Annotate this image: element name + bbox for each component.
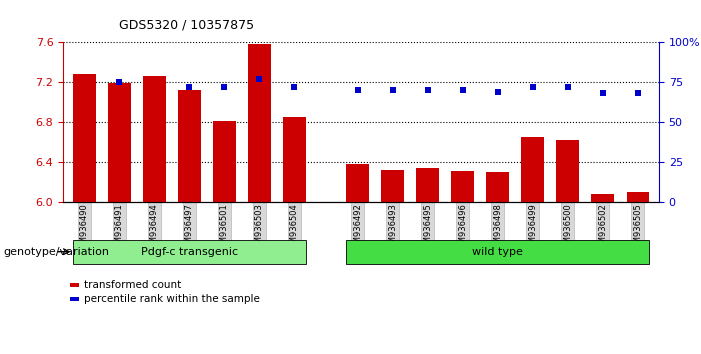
Text: Pdgf-c transgenic: Pdgf-c transgenic (141, 247, 238, 257)
Text: GDS5320 / 10357875: GDS5320 / 10357875 (119, 19, 254, 32)
Bar (627, 192, 649, 202)
Bar (143, 76, 165, 202)
Bar (451, 171, 474, 202)
Text: wild type: wild type (472, 247, 523, 257)
Bar (486, 172, 509, 202)
Bar (178, 90, 200, 202)
Bar (283, 117, 306, 202)
Bar (381, 170, 404, 202)
Bar (557, 140, 579, 202)
Bar (522, 137, 544, 202)
Bar (213, 121, 236, 202)
Bar (73, 74, 95, 202)
Bar (346, 164, 369, 202)
Bar (416, 168, 439, 202)
Bar (108, 83, 130, 202)
Text: transformed count: transformed count (84, 280, 182, 290)
Text: percentile rank within the sample: percentile rank within the sample (84, 294, 260, 304)
Bar (248, 45, 271, 202)
Bar (592, 194, 614, 202)
Text: genotype/variation: genotype/variation (4, 247, 109, 257)
